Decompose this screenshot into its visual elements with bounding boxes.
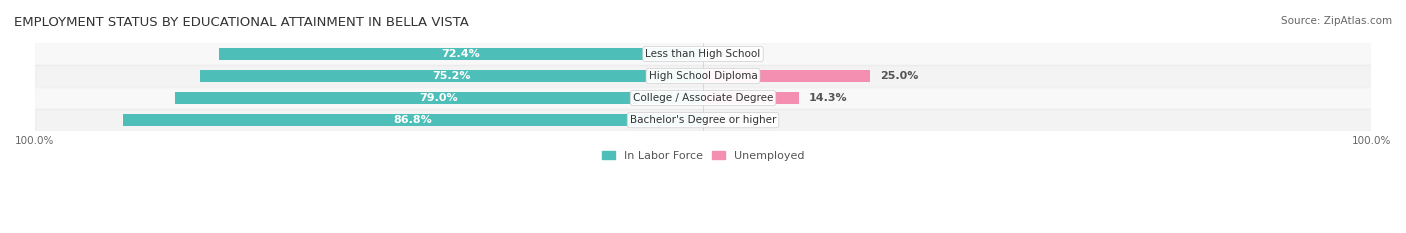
Bar bbox=[201, 70, 703, 82]
Text: 75.2%: 75.2% bbox=[433, 71, 471, 81]
Text: 14.3%: 14.3% bbox=[808, 93, 848, 103]
Bar bbox=[35, 87, 1371, 109]
Text: 25.0%: 25.0% bbox=[880, 71, 918, 81]
Bar bbox=[122, 114, 703, 126]
Text: 79.0%: 79.0% bbox=[420, 93, 458, 103]
Text: 86.8%: 86.8% bbox=[394, 115, 432, 125]
Bar bbox=[35, 43, 1371, 65]
Text: 72.4%: 72.4% bbox=[441, 49, 481, 59]
Text: EMPLOYMENT STATUS BY EDUCATIONAL ATTAINMENT IN BELLA VISTA: EMPLOYMENT STATUS BY EDUCATIONAL ATTAINM… bbox=[14, 16, 470, 29]
Text: 0.0%: 0.0% bbox=[717, 49, 747, 59]
Bar bbox=[703, 70, 870, 82]
Text: 0.0%: 0.0% bbox=[717, 115, 747, 125]
Text: College / Associate Degree: College / Associate Degree bbox=[633, 93, 773, 103]
Text: Source: ZipAtlas.com: Source: ZipAtlas.com bbox=[1281, 16, 1392, 26]
Bar bbox=[174, 92, 703, 104]
Legend: In Labor Force, Unemployed: In Labor Force, Unemployed bbox=[598, 146, 808, 165]
Bar bbox=[35, 65, 1371, 87]
Bar bbox=[35, 109, 1371, 131]
Bar bbox=[219, 48, 703, 60]
Text: High School Diploma: High School Diploma bbox=[648, 71, 758, 81]
Text: Bachelor's Degree or higher: Bachelor's Degree or higher bbox=[630, 115, 776, 125]
Text: Less than High School: Less than High School bbox=[645, 49, 761, 59]
Bar bbox=[703, 92, 799, 104]
